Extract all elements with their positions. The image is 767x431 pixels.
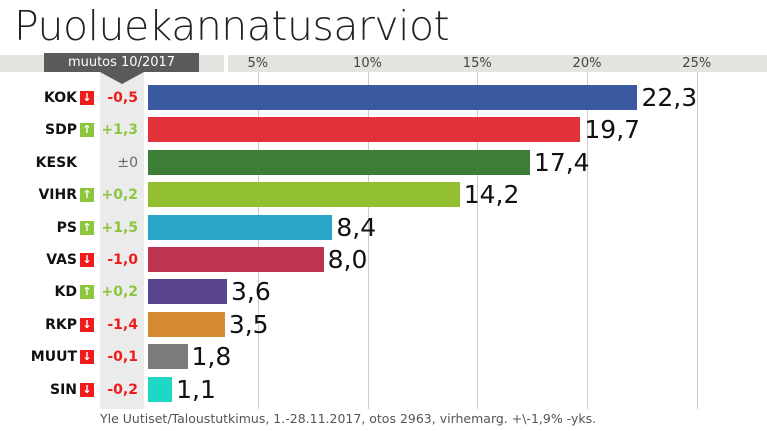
change-value: -0,5 — [107, 90, 138, 106]
party-label: VAS — [46, 252, 77, 268]
party-label: VIHR — [38, 187, 77, 204]
bar-row: RKP ↓ -1,4 3,5 — [0, 309, 767, 339]
bar — [148, 247, 324, 272]
bar — [148, 149, 530, 175]
party-label: RKP — [45, 316, 77, 333]
change-value: +0,2 — [101, 187, 138, 204]
bar-row: MUUT ↓ -0,1 1,8 — [0, 344, 767, 370]
arrow-down-icon: ↓ — [80, 317, 94, 332]
bar-row: VAS ↓ -1,0 8,0 — [0, 247, 767, 273]
bar — [148, 344, 188, 370]
gridline — [257, 72, 259, 409]
value-label: 19,7 — [584, 115, 641, 145]
bar-row: SIN ↓ -0,2 1,1 — [0, 374, 767, 404]
bar — [148, 311, 225, 337]
arrow-up-icon: ↑ — [80, 188, 94, 203]
party-label: MUUT — [30, 349, 77, 366]
party-label: KESK — [35, 154, 77, 171]
bar — [148, 85, 638, 110]
arrow-up-icon: ↑ — [80, 285, 94, 300]
bar-row: KOK ↓ -0,5 22,3 — [0, 85, 767, 111]
arrow-up-icon: ↑ — [80, 123, 94, 138]
change-value: -1,4 — [107, 316, 138, 333]
party-label: KOK — [44, 90, 77, 106]
value-label: 8,4 — [336, 212, 377, 242]
party-label: PS — [56, 219, 77, 236]
axis-band-gap — [224, 55, 228, 72]
x-tick-label: 20% — [572, 56, 602, 71]
arrow-down-icon: ↓ — [80, 382, 94, 397]
change-value: -0,1 — [107, 349, 138, 366]
value-label: 1,1 — [176, 374, 216, 404]
change-column-background — [100, 72, 144, 409]
party-label: KD — [54, 284, 77, 301]
bar-row: KD ↑ +0,2 3,6 — [0, 279, 767, 305]
arrow-down-icon: ↓ — [80, 350, 94, 365]
arrow-up-icon: ↑ — [80, 220, 94, 235]
value-label: 1,8 — [191, 342, 232, 372]
change-value: +0,2 — [101, 284, 138, 301]
gridline — [367, 72, 369, 409]
bar — [148, 182, 460, 208]
gridline — [587, 72, 588, 409]
chart-title: Puoluekannatusarviot — [14, 2, 450, 50]
change-value: +1,3 — [101, 122, 138, 139]
x-tick-label: 25% — [682, 56, 712, 71]
party-label: SDP — [45, 122, 77, 139]
gridline — [696, 72, 698, 409]
bar — [148, 279, 228, 305]
party-label: SIN — [49, 381, 77, 398]
value-label: 3,5 — [228, 309, 269, 339]
change-header-pointer — [100, 72, 144, 84]
gridline — [477, 72, 479, 409]
bar — [148, 376, 173, 402]
arrow-down-icon: ↓ — [80, 253, 94, 267]
x-tick-label: 5% — [247, 56, 269, 71]
arrow-down-icon: ↓ — [80, 91, 94, 105]
x-tick-label: 15% — [462, 56, 492, 71]
source-note: Yle Uutiset/Taloustutkimus, 1.-28.11.201… — [100, 411, 597, 426]
x-tick-label: 10% — [353, 56, 382, 71]
bar-row: PS ↑ +1,5 8,4 — [0, 212, 767, 242]
value-label: 14,2 — [463, 180, 520, 210]
bar-row: VIHR ↑ +0,2 14,2 — [0, 182, 767, 208]
change-value: -1,0 — [107, 252, 138, 268]
change-header: muutos 10/2017 — [44, 53, 199, 72]
value-label: 22,3 — [641, 83, 698, 112]
bar-row: KESK ±0 17,4 — [0, 147, 767, 177]
bar-row: SDP ↑ +1,3 19,7 — [0, 117, 767, 143]
bar — [148, 214, 333, 240]
change-value: +1,5 — [101, 219, 138, 236]
value-label: 8,0 — [327, 245, 368, 274]
value-label: 3,6 — [231, 277, 271, 307]
change-value: ±0 — [117, 154, 138, 171]
change-value: -0,2 — [107, 381, 138, 398]
value-label: 17,4 — [533, 147, 590, 177]
bar — [148, 117, 581, 143]
